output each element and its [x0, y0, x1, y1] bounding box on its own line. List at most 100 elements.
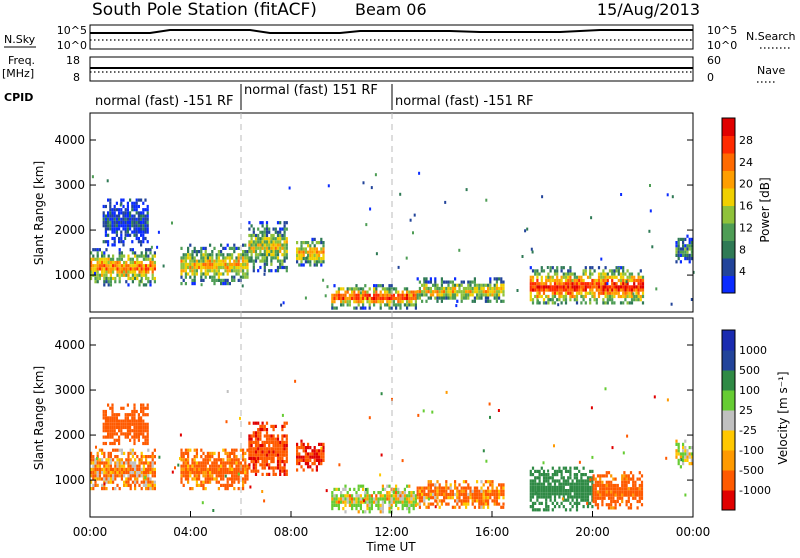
velocity-cell: [237, 458, 240, 462]
velocity-cell: [423, 492, 426, 497]
velocity-cell: [222, 458, 225, 462]
power-cell: [551, 291, 554, 295]
velocity-cell: [257, 447, 260, 451]
velocity-cell: [129, 471, 132, 475]
power-cell: [244, 275, 247, 279]
power-cell: [259, 259, 262, 263]
power-cell: [123, 254, 126, 258]
velocity-cell: [551, 485, 554, 489]
power-cell: [96, 260, 99, 265]
velocity-cell: [285, 460, 288, 464]
power-scatter-point: [557, 303, 560, 307]
power-scatter-point: [649, 209, 652, 213]
velocity-cell: [410, 500, 413, 504]
power-cell: [467, 280, 470, 284]
velocity-cell: [575, 492, 579, 496]
velocity-cell: [638, 493, 641, 497]
velocity-cell: [122, 419, 125, 423]
velocity-cell: [195, 451, 198, 455]
power-cell: [556, 278, 559, 283]
velocity-cell: [140, 409, 143, 414]
power-cell: [283, 246, 286, 250]
power-cell: [429, 280, 432, 284]
power-cell: [215, 262, 218, 266]
velocity-cell: [126, 422, 129, 426]
velocity-scatter-point: [95, 445, 97, 449]
power-cell: [384, 293, 387, 297]
power-cell: [189, 266, 192, 270]
power-scatter-point: [541, 195, 544, 199]
power-cell: [421, 293, 424, 297]
velocity-cell: [614, 490, 617, 494]
power-cell: [300, 244, 303, 248]
velocity-cell: [142, 464, 145, 468]
velocity-cell: [112, 448, 115, 452]
velocity-cell: [315, 452, 318, 456]
velocity-cell: [596, 483, 600, 488]
velocity-cell: [335, 500, 338, 504]
velocity-cell: [92, 474, 95, 478]
velocity-cell: [567, 489, 570, 493]
power-cell: [386, 293, 389, 297]
power-cell: [368, 300, 371, 304]
velocity-cell: [607, 480, 611, 484]
velocity-cell: [96, 474, 99, 478]
velocity-cell: [684, 446, 687, 450]
power-cell: [560, 288, 563, 292]
power-cell: [217, 272, 220, 276]
power-cell: [184, 262, 187, 266]
velocity-region-9: [592, 471, 644, 510]
power-cell: [140, 264, 143, 268]
power-cell: [189, 253, 192, 257]
velocity-cell: [134, 464, 137, 468]
velocity-cell: [495, 486, 498, 490]
velocity-region-5: [296, 439, 325, 472]
power-cell: [340, 303, 343, 307]
velocity-cell: [96, 477, 99, 481]
velocity-cell: [629, 490, 633, 494]
power-cell: [538, 301, 541, 305]
power-cell: [140, 220, 143, 225]
velocity-cell: [222, 467, 225, 471]
velocity-cell: [235, 461, 238, 465]
velocity-cell: [313, 458, 316, 462]
velocity-cell: [237, 467, 240, 471]
power-cell: [103, 251, 106, 255]
velocity-cell: [257, 453, 260, 457]
velocity-cell: [582, 466, 585, 470]
velocity-cell: [92, 464, 95, 468]
velocity-cell: [129, 461, 132, 465]
power-cell: [425, 299, 428, 303]
velocity-cell: [142, 441, 145, 446]
velocity-cell: [195, 461, 198, 465]
power-cell: [250, 237, 253, 241]
velocity-cell: [129, 438, 132, 442]
velocity-cell: [92, 458, 95, 462]
power-cell: [131, 267, 134, 271]
nsky-tick-bottom: 10^0: [57, 39, 87, 52]
velocity-cell: [484, 496, 487, 500]
power-cell: [112, 257, 115, 261]
velocity-cell: [120, 461, 123, 465]
power-cell: [580, 288, 583, 292]
velocity-cell: [538, 469, 541, 473]
power-ytick-label: 2000: [54, 223, 85, 237]
velocity-cell: [272, 434, 275, 438]
velocity-cell: [242, 487, 245, 491]
velocity-cell: [182, 464, 185, 468]
velocity-cell: [184, 451, 187, 455]
power-cell: [386, 287, 389, 291]
velocity-cell: [151, 451, 154, 455]
power-cell: [274, 246, 277, 250]
velocity-cell: [116, 461, 119, 465]
velocity-cell: [575, 482, 579, 486]
velocity-cell: [529, 485, 532, 489]
power-cell: [307, 257, 310, 261]
power-cell: [109, 280, 112, 284]
power-cell: [285, 246, 288, 250]
velocity-cell: [388, 510, 391, 514]
power-cell: [399, 296, 402, 301]
velocity-cell: [542, 473, 546, 477]
power-scatter-point: [282, 301, 285, 305]
velocity-cell: [331, 503, 334, 507]
